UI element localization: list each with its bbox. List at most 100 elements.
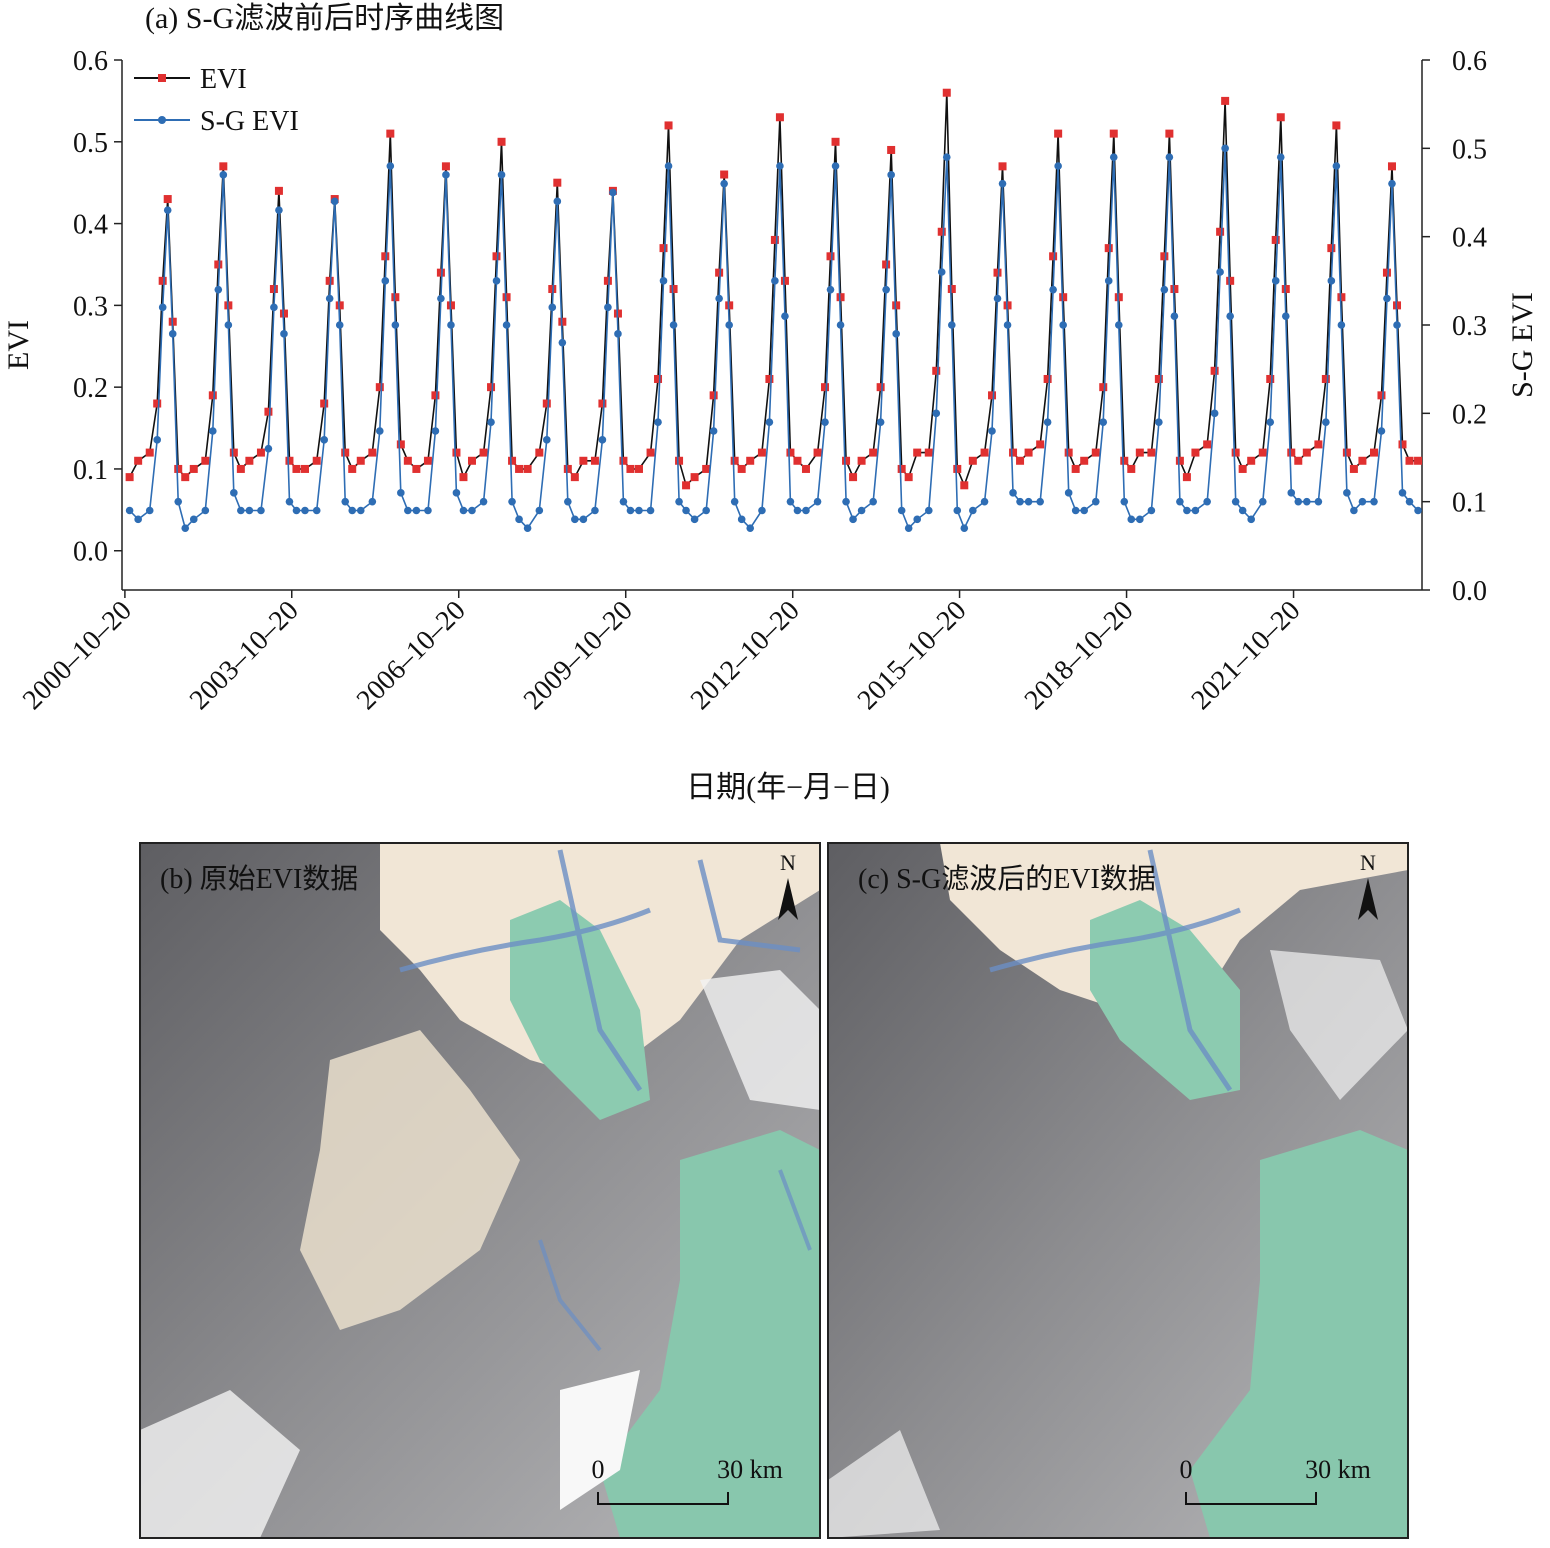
data-point <box>275 206 283 214</box>
data-point <box>125 506 134 515</box>
data-point <box>1135 448 1144 457</box>
series-line <box>128 92 1418 488</box>
data-point <box>229 448 238 457</box>
data-point <box>1203 440 1212 449</box>
data-point <box>715 268 724 277</box>
north-label: N <box>780 850 796 875</box>
data-point <box>436 268 445 277</box>
data-point <box>1054 162 1062 170</box>
data-point <box>1176 497 1184 506</box>
data-point <box>786 497 795 506</box>
data-point <box>765 374 774 383</box>
data-point <box>1024 497 1033 506</box>
data-point <box>1114 293 1123 302</box>
data-point <box>904 473 913 482</box>
data-point <box>1370 497 1378 506</box>
data-point <box>341 497 350 506</box>
data-point <box>264 407 273 416</box>
data-point <box>590 456 599 465</box>
data-point <box>412 464 421 473</box>
data-point <box>669 321 678 329</box>
data-point <box>913 515 922 524</box>
data-point <box>998 162 1007 171</box>
data-point <box>571 515 579 524</box>
data-point <box>1147 448 1156 457</box>
data-point <box>285 456 294 465</box>
data-point <box>1258 448 1267 457</box>
data-point <box>1170 285 1179 294</box>
data-point <box>208 391 217 400</box>
data-point <box>1281 312 1290 320</box>
data-point <box>292 464 301 473</box>
data-point <box>682 481 691 490</box>
y2-tick-label: 0.3 <box>1452 311 1487 342</box>
data-point <box>626 506 635 515</box>
data-point <box>1337 321 1346 329</box>
map-figures: (b) 原始EVI数据 N 0 30 km (c) S-G滤波后的EVI数据 N… <box>139 842 1409 1539</box>
data-point <box>1216 268 1224 276</box>
data-point <box>849 473 858 482</box>
data-point <box>937 227 946 236</box>
data-point <box>181 524 190 532</box>
data-point <box>603 276 612 285</box>
data-point <box>1398 489 1407 497</box>
data-point <box>1064 448 1073 457</box>
data-point <box>320 399 329 408</box>
data-point <box>391 321 400 329</box>
data-point <box>988 391 997 400</box>
data-point <box>897 464 906 473</box>
data-point <box>1343 489 1351 497</box>
data-point <box>887 145 896 154</box>
data-point <box>1127 464 1136 473</box>
data-point <box>542 399 551 408</box>
data-point <box>553 178 562 187</box>
data-point <box>543 436 551 444</box>
data-point <box>1314 497 1323 506</box>
data-point <box>437 294 445 303</box>
data-point <box>857 456 866 465</box>
y2-tick-label: 0.4 <box>1452 223 1487 254</box>
data-point <box>412 506 421 515</box>
data-point <box>836 321 845 329</box>
data-point <box>882 285 890 294</box>
data-point <box>386 129 395 138</box>
data-point <box>325 294 334 303</box>
x-tick-label: 2003–10–20 <box>184 595 305 716</box>
data-point <box>1160 252 1169 261</box>
data-point <box>1377 391 1386 400</box>
data-point <box>988 427 996 435</box>
data-point <box>849 515 857 524</box>
data-point <box>1049 285 1057 294</box>
data-point <box>968 456 977 465</box>
data-point <box>1170 312 1179 320</box>
data-point <box>821 383 830 392</box>
y2-tick-label: 0.5 <box>1452 134 1487 165</box>
data-point <box>1080 506 1089 515</box>
legend-label: S-G EVI <box>200 106 299 137</box>
data-point <box>654 374 663 383</box>
data-point <box>882 260 891 269</box>
data-point <box>431 427 440 435</box>
data-point <box>404 506 412 515</box>
data-point <box>497 137 506 146</box>
data-point <box>720 170 729 179</box>
data-point <box>826 252 835 261</box>
scale-start: 0 <box>592 1455 605 1484</box>
x-tick-label: 2015–10–20 <box>852 595 973 716</box>
data-point <box>487 383 496 392</box>
data-point <box>1099 418 1108 426</box>
data-point <box>702 464 711 473</box>
data-point <box>376 427 384 435</box>
data-point <box>570 473 579 482</box>
data-point <box>1405 456 1414 465</box>
legend-marker <box>158 74 166 82</box>
data-point <box>492 252 501 261</box>
data-point <box>730 497 739 506</box>
data-point <box>1064 489 1073 497</box>
y-tick-label: 0.4 <box>73 210 108 241</box>
y-tick-label: 0.1 <box>73 455 108 486</box>
data-point <box>1302 448 1311 457</box>
data-point <box>174 497 183 506</box>
north-arrow <box>1358 878 1378 920</box>
data-point <box>163 195 172 204</box>
